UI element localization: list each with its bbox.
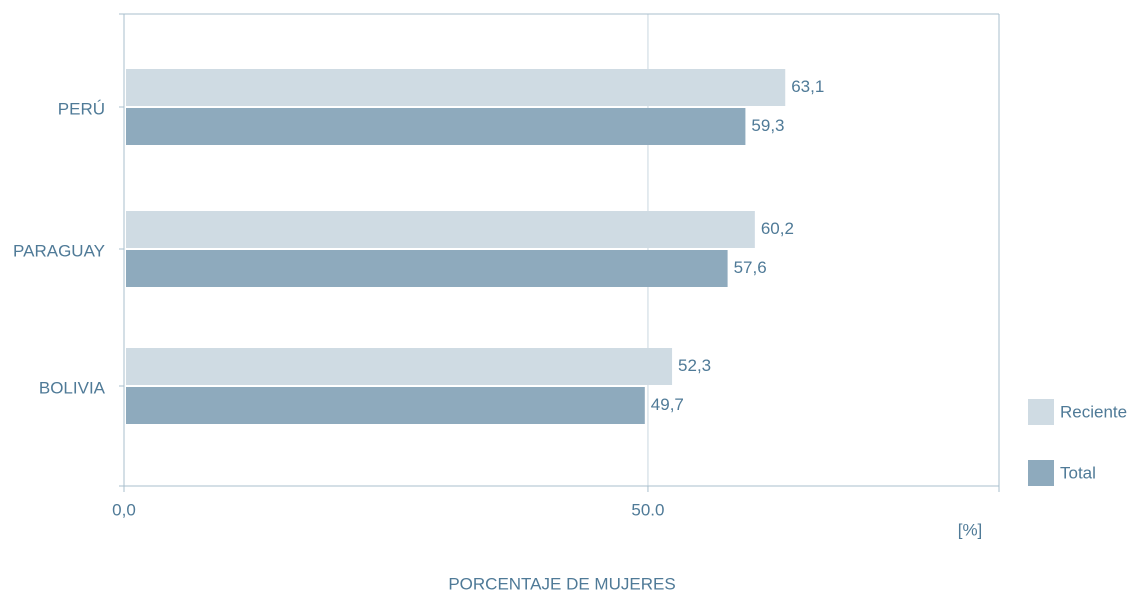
bar [126, 69, 786, 106]
legend-label: Total [1060, 463, 1096, 482]
y-tick-label: BOLIVIA [39, 378, 106, 397]
x-tick-label: 0,0 [112, 500, 136, 519]
value-label: 60,2 [761, 219, 794, 238]
bar [126, 387, 645, 424]
bar [126, 348, 673, 385]
y-tick-label: PARAGUAY [13, 241, 105, 260]
legend-swatch [1028, 460, 1054, 486]
bar [126, 108, 746, 145]
legend-label: Reciente [1060, 402, 1127, 421]
x-tick-label: 50.0 [631, 500, 664, 519]
value-label: 63,1 [791, 77, 824, 96]
legend-swatch [1028, 399, 1054, 425]
value-label: 52,3 [678, 356, 711, 375]
x-unit: [%] [958, 520, 983, 539]
value-label: 59,3 [751, 116, 784, 135]
y-tick-label: PERÚ [58, 99, 105, 118]
value-label: 49,7 [651, 395, 684, 414]
x-axis-title: PORCENTAJE DE MUJERES [448, 574, 675, 593]
bar [126, 211, 755, 248]
value-label: 57,6 [734, 258, 767, 277]
bar [126, 250, 728, 287]
